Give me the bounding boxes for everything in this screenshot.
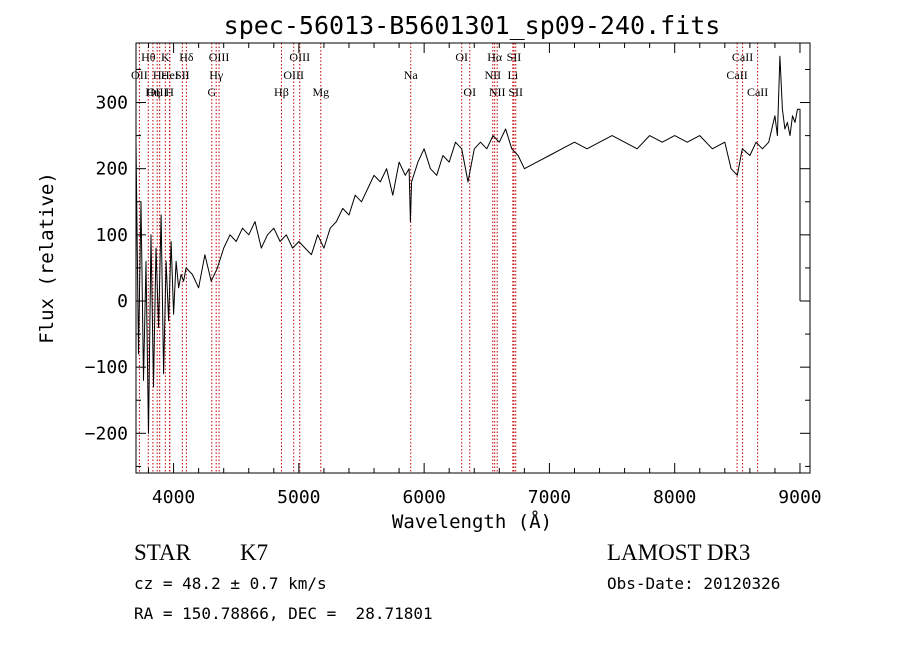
redshift-cz: cz = 48.2 ± 0.7 km/s (134, 574, 327, 593)
chart-title: spec-56013-B5601301_sp09-240.fits (224, 11, 721, 40)
line-label-5: Hη (145, 85, 160, 99)
line-label-23: SII (507, 50, 522, 64)
line-label-19: OI (463, 85, 476, 99)
line-label-12: G (207, 85, 216, 99)
line-label-27: CaII (726, 68, 747, 82)
x-tick-label-2: 6000 (402, 487, 445, 508)
x-tick-label-1: 5000 (277, 487, 320, 508)
line-label-15: OIII (283, 68, 304, 82)
x-axis-label: Wavelength (Å) (392, 510, 552, 533)
line-label-16: Mg (312, 85, 329, 99)
line-label-17: Na (404, 68, 419, 82)
line-markers (138, 43, 759, 473)
line-label-8: Hδ (179, 50, 194, 64)
series-group (135, 55, 801, 434)
x-tick-label-3: 7000 (528, 487, 571, 508)
line-label-4: Hε (153, 68, 167, 82)
line-label-21: NII (484, 68, 501, 82)
y-tick-label-0: −200 (85, 423, 128, 444)
line-label-13: Hβ (274, 85, 289, 99)
line-label-26: CaII (732, 50, 753, 64)
flux-series-line (135, 55, 801, 434)
line-label-7: H (165, 85, 174, 99)
line-label-6: HeI (161, 68, 179, 82)
x-axis: 4000 5000 6000 7000 8000 9000 (148, 43, 822, 508)
y-tick-label-2: 0 (117, 291, 128, 312)
obs-date: Obs-Date: 20120326 (607, 574, 781, 593)
line-label-28: CaII (747, 85, 768, 99)
line-label-0: Hθ (141, 50, 156, 64)
coordinates: RA = 150.78866, DEC = 28.71801 (134, 604, 433, 623)
object-subclass: K7 (240, 540, 269, 565)
line-label-14: OIII (289, 50, 310, 64)
line-label-24: Li (508, 68, 519, 82)
line-label-20: Hα (487, 50, 503, 64)
line-label-22: NII (489, 85, 506, 99)
survey-name: LAMOST DR3 (607, 540, 751, 565)
y-axis-label: Flux (relative) (36, 172, 58, 344)
x-tick-label-0: 4000 (152, 487, 195, 508)
x-tick-label-4: 8000 (653, 487, 696, 508)
line-label-1: OII (131, 68, 148, 82)
line-label-11: Hγ (209, 68, 224, 82)
line-label-25: SII (508, 85, 523, 99)
y-tick-label-1: −100 (85, 357, 128, 378)
plot-frame (135, 42, 811, 474)
x-tick-label-5: 9000 (778, 487, 821, 508)
line-label-2: OIII (147, 85, 168, 99)
line-label-3: K (161, 50, 170, 64)
object-class: STAR (134, 540, 191, 565)
y-tick-label-3: 100 (95, 225, 128, 246)
y-axis: −200 −100 0 100 200 300 (85, 68, 810, 467)
line-label-18: OI (455, 50, 468, 64)
y-tick-label-4: 200 (95, 159, 128, 180)
line-label-10: OIII (209, 50, 230, 64)
line-label-9: SII (175, 68, 190, 82)
y-tick-label-5: 300 (95, 93, 128, 114)
